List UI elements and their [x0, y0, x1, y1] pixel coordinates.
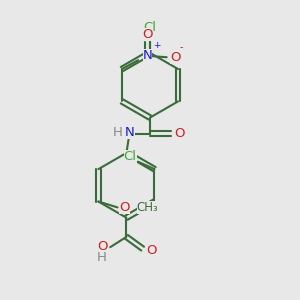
- Text: N: N: [125, 126, 135, 140]
- Text: +: +: [153, 41, 160, 50]
- Text: O: O: [170, 51, 181, 64]
- Text: O: O: [97, 240, 107, 253]
- Text: H: H: [113, 126, 123, 140]
- Text: N: N: [143, 49, 152, 62]
- Text: Cl: Cl: [124, 150, 136, 163]
- Text: O: O: [174, 127, 185, 140]
- Text: O: O: [146, 244, 157, 257]
- Text: Cl: Cl: [143, 21, 157, 34]
- Text: CH₃: CH₃: [137, 201, 158, 214]
- Text: H: H: [97, 251, 107, 264]
- Text: -: -: [179, 43, 183, 52]
- Text: O: O: [142, 28, 153, 41]
- Text: O: O: [119, 201, 130, 214]
